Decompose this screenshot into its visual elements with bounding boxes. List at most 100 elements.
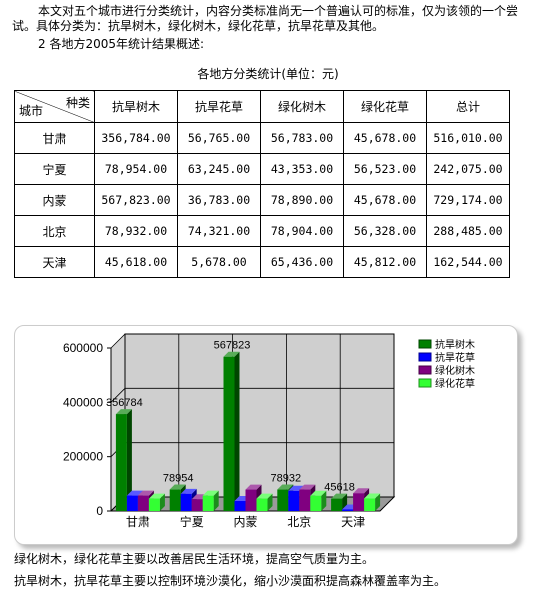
bar: [126, 495, 138, 511]
total-cell: 516,010.00: [426, 122, 510, 154]
x-tick-label: 内蒙: [233, 515, 257, 529]
y-tick-label: 600000: [63, 341, 103, 355]
bar-side: [126, 409, 132, 511]
value-cell: 56,783.00: [260, 122, 344, 154]
note-drought: 抗旱树木，抗旱花草主要以控制环境沙漠化，缩小沙漠面积提高森林覆盖率为主。: [14, 574, 447, 588]
column-header: 绿化花草: [343, 90, 427, 123]
bar: [310, 495, 322, 511]
bar: [202, 495, 214, 511]
total-cell: 288,485.00: [426, 215, 510, 247]
table-row: 甘肃 356,784.00 56,765.00 56,783.00 45,678…: [14, 122, 510, 154]
y-tick-label: 0: [96, 504, 103, 518]
bar-top: [115, 409, 132, 415]
city-cell: 宁夏: [14, 153, 95, 185]
city-cell: 天津: [14, 246, 95, 278]
value-cell: 45,812.00: [343, 246, 427, 278]
city-cell: 内蒙: [14, 184, 95, 216]
bar: [245, 489, 257, 511]
column-header: 绿化树木: [260, 90, 344, 123]
intro-paragraph: 本文对五个城市进行分类统计，内容分类标准尚无一个普遍认可的标准，仅为该领的一个尝…: [12, 4, 519, 33]
bar: [364, 498, 376, 511]
value-cell: 356,784.00: [94, 122, 178, 154]
bar-top: [223, 351, 240, 357]
data-label: 567823: [214, 340, 251, 352]
bar: [234, 501, 246, 511]
bar-top: [256, 493, 273, 499]
x-tick-label: 天津: [341, 515, 365, 529]
bar: [223, 356, 235, 511]
value-cell: 5,678.00: [177, 246, 261, 278]
value-cell: 567,823.00: [94, 184, 178, 216]
bar: [288, 490, 300, 511]
legend-swatch: [418, 378, 432, 388]
data-label: 356784: [106, 397, 143, 409]
value-cell: 65,436.00: [260, 246, 344, 278]
bar-chart: 0 200000 400000 600000 356784 78954 567823 7893…: [63, 333, 475, 529]
value-cell: 45,678.00: [343, 184, 427, 216]
bar: [331, 498, 343, 511]
x-tick-label: 甘肃: [126, 515, 150, 529]
table-row: 内蒙 567,823.00 36,783.00 78,890.00 45,678…: [14, 184, 510, 216]
data-label: 78932: [271, 473, 302, 485]
value-cell: 78,890.00: [260, 184, 344, 216]
data-label: 78954: [163, 473, 194, 485]
value-cell: 63,245.00: [177, 153, 261, 185]
bar-top: [169, 484, 186, 490]
bar-side: [321, 490, 327, 511]
corner-header-cell: 种类 城市: [14, 90, 95, 123]
bar-top: [148, 493, 165, 499]
value-cell: 56,765.00: [177, 122, 261, 154]
bar-side: [213, 490, 219, 511]
value-cell: 36,783.00: [177, 184, 261, 216]
bar-side: [234, 351, 240, 511]
bar-top: [137, 490, 154, 496]
value-cell: 78,954.00: [94, 153, 178, 185]
bar: [137, 495, 149, 511]
bar-top: [277, 484, 294, 490]
bar-side: [159, 493, 165, 511]
bar: [115, 414, 127, 511]
value-cell: 43,353.00: [260, 153, 344, 185]
bar: [353, 493, 365, 511]
legend-label: 抗旱花草: [435, 351, 475, 364]
value-cell: 78,904.00: [260, 215, 344, 247]
statistics-table: 种类 城市 抗旱树木 抗旱花草 绿化树木 绿化花草 总计 甘肃 356,784.…: [14, 90, 510, 278]
value-cell: 74,321.00: [177, 215, 261, 247]
table-row: 北京 78,932.00 74,321.00 78,904.00 56,328.…: [14, 215, 510, 247]
bar: [169, 489, 181, 511]
bar-side: [267, 493, 273, 511]
bar: [342, 509, 354, 511]
legend-label: 绿化花草: [435, 377, 475, 390]
legend-label: 抗旱树木: [435, 338, 475, 351]
bar: [148, 498, 160, 511]
data-label: 45618: [324, 482, 355, 494]
section-heading: 2 各地方2005年统计结果概述:: [38, 37, 205, 51]
corner-city-label: 城市: [19, 104, 44, 118]
bar-top: [299, 484, 316, 490]
value-cell: 56,523.00: [343, 153, 427, 185]
table-row: 宁夏 78,954.00 63,245.00 43,353.00 56,523.…: [14, 153, 510, 185]
bar-top: [364, 493, 381, 499]
value-cell: 45,678.00: [343, 122, 427, 154]
bar-top: [245, 484, 262, 490]
legend-swatch: [418, 365, 432, 375]
value-cell: 78,932.00: [94, 215, 178, 247]
bar-side: [375, 493, 381, 511]
bar: [277, 489, 289, 511]
total-cell: 162,544.00: [426, 246, 510, 278]
corner-category-label: 种类: [65, 96, 90, 110]
legend-swatch: [418, 352, 432, 362]
bar: [299, 489, 311, 511]
bar-top: [353, 488, 370, 494]
gridline-diagonal: [110, 388, 126, 403]
bar-top: [180, 488, 197, 494]
city-cell: 甘肃: [14, 122, 95, 154]
legend-label: 绿化树木: [435, 364, 475, 377]
chart-panel: 0 200000 400000 600000 356784 78954 567823 7893…: [14, 325, 518, 545]
value-cell: 56,328.00: [343, 215, 427, 247]
x-tick-label: 北京: [287, 515, 311, 529]
column-header: 抗旱花草: [177, 90, 261, 123]
bar: [191, 499, 203, 511]
total-cell: 729,174.00: [426, 184, 510, 216]
column-header: 抗旱树木: [94, 90, 178, 123]
